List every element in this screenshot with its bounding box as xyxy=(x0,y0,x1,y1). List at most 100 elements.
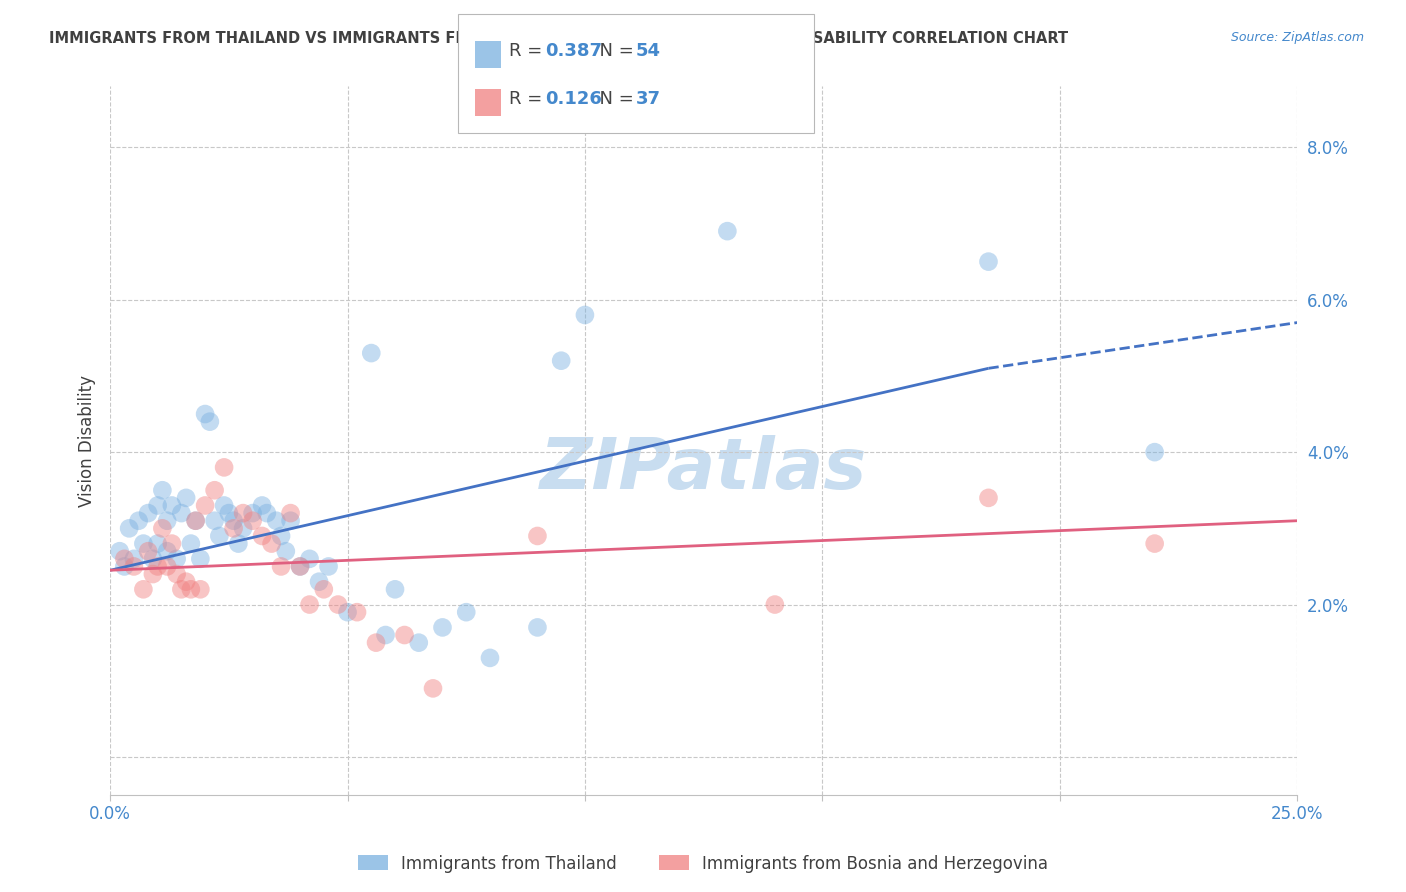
Point xyxy=(298,551,321,566)
Point xyxy=(170,506,193,520)
Point xyxy=(122,559,145,574)
Point xyxy=(174,491,197,505)
Point xyxy=(977,491,1000,505)
Point xyxy=(122,551,145,566)
Text: ZIPatlas: ZIPatlas xyxy=(540,434,868,504)
Point xyxy=(242,506,264,520)
Point xyxy=(763,598,786,612)
Point xyxy=(228,536,250,550)
Point xyxy=(156,544,179,558)
Point xyxy=(526,620,548,634)
Point xyxy=(456,605,478,619)
Point xyxy=(194,499,217,513)
Y-axis label: Vision Disability: Vision Disability xyxy=(79,375,96,507)
Point xyxy=(112,559,135,574)
Point xyxy=(250,529,273,543)
Point xyxy=(222,521,245,535)
Text: R =: R = xyxy=(509,42,548,61)
Text: IMMIGRANTS FROM THAILAND VS IMMIGRANTS FROM BOSNIA AND HERZEGOVINA VISION DISABI: IMMIGRANTS FROM THAILAND VS IMMIGRANTS F… xyxy=(49,31,1069,46)
Point xyxy=(270,559,292,574)
Point xyxy=(136,506,159,520)
Point xyxy=(280,514,302,528)
Point xyxy=(166,567,188,582)
Text: 54: 54 xyxy=(636,42,661,61)
Point xyxy=(160,499,183,513)
Point xyxy=(1143,445,1166,459)
Point xyxy=(218,506,240,520)
Legend: Immigrants from Thailand, Immigrants from Bosnia and Herzegovina: Immigrants from Thailand, Immigrants fro… xyxy=(352,848,1054,880)
Point xyxy=(478,651,501,665)
Point xyxy=(198,415,221,429)
Point xyxy=(190,551,212,566)
Point xyxy=(190,582,212,597)
Point xyxy=(128,514,150,528)
Point xyxy=(374,628,396,642)
Point xyxy=(574,308,596,322)
Text: N =: N = xyxy=(588,42,640,61)
Point xyxy=(394,628,416,642)
Point xyxy=(336,605,359,619)
Point xyxy=(146,559,169,574)
Point xyxy=(184,514,207,528)
Point xyxy=(318,559,340,574)
Point xyxy=(308,574,330,589)
Point xyxy=(112,551,135,566)
Point xyxy=(280,506,302,520)
Point xyxy=(977,254,1000,268)
Point xyxy=(256,506,278,520)
Point xyxy=(274,544,297,558)
Text: 37: 37 xyxy=(636,90,661,108)
Point xyxy=(346,605,368,619)
Text: R =: R = xyxy=(509,90,548,108)
Point xyxy=(526,529,548,543)
Point xyxy=(250,499,273,513)
Point xyxy=(550,353,572,368)
Point xyxy=(142,551,165,566)
Text: 0.126: 0.126 xyxy=(546,90,602,108)
Point xyxy=(384,582,406,597)
Point xyxy=(432,620,454,634)
Point xyxy=(180,536,202,550)
Point xyxy=(232,521,254,535)
Point xyxy=(166,551,188,566)
Point xyxy=(326,598,349,612)
Point xyxy=(298,598,321,612)
Point xyxy=(208,529,231,543)
Point xyxy=(132,582,155,597)
Point xyxy=(266,514,288,528)
Point xyxy=(716,224,738,238)
Point xyxy=(312,582,335,597)
Point xyxy=(108,544,131,558)
Point xyxy=(212,460,235,475)
Point xyxy=(146,536,169,550)
Point xyxy=(150,521,173,535)
Point xyxy=(194,407,217,421)
Point xyxy=(136,544,159,558)
Point xyxy=(204,514,226,528)
Point xyxy=(142,567,165,582)
Point xyxy=(270,529,292,543)
Point xyxy=(150,483,173,498)
Point xyxy=(132,536,155,550)
Point xyxy=(160,536,183,550)
Text: Source: ZipAtlas.com: Source: ZipAtlas.com xyxy=(1230,31,1364,45)
Point xyxy=(242,514,264,528)
Point xyxy=(222,514,245,528)
Point xyxy=(204,483,226,498)
Text: 0.387: 0.387 xyxy=(546,42,603,61)
Point xyxy=(156,559,179,574)
Point xyxy=(232,506,254,520)
Point xyxy=(364,635,387,649)
Point xyxy=(288,559,311,574)
Point xyxy=(408,635,430,649)
Point xyxy=(170,582,193,597)
Point xyxy=(118,521,141,535)
Point xyxy=(156,514,179,528)
Point xyxy=(212,499,235,513)
Point xyxy=(422,681,444,696)
Point xyxy=(146,499,169,513)
Text: N =: N = xyxy=(588,90,640,108)
Point xyxy=(360,346,382,360)
Point xyxy=(288,559,311,574)
Point xyxy=(174,574,197,589)
